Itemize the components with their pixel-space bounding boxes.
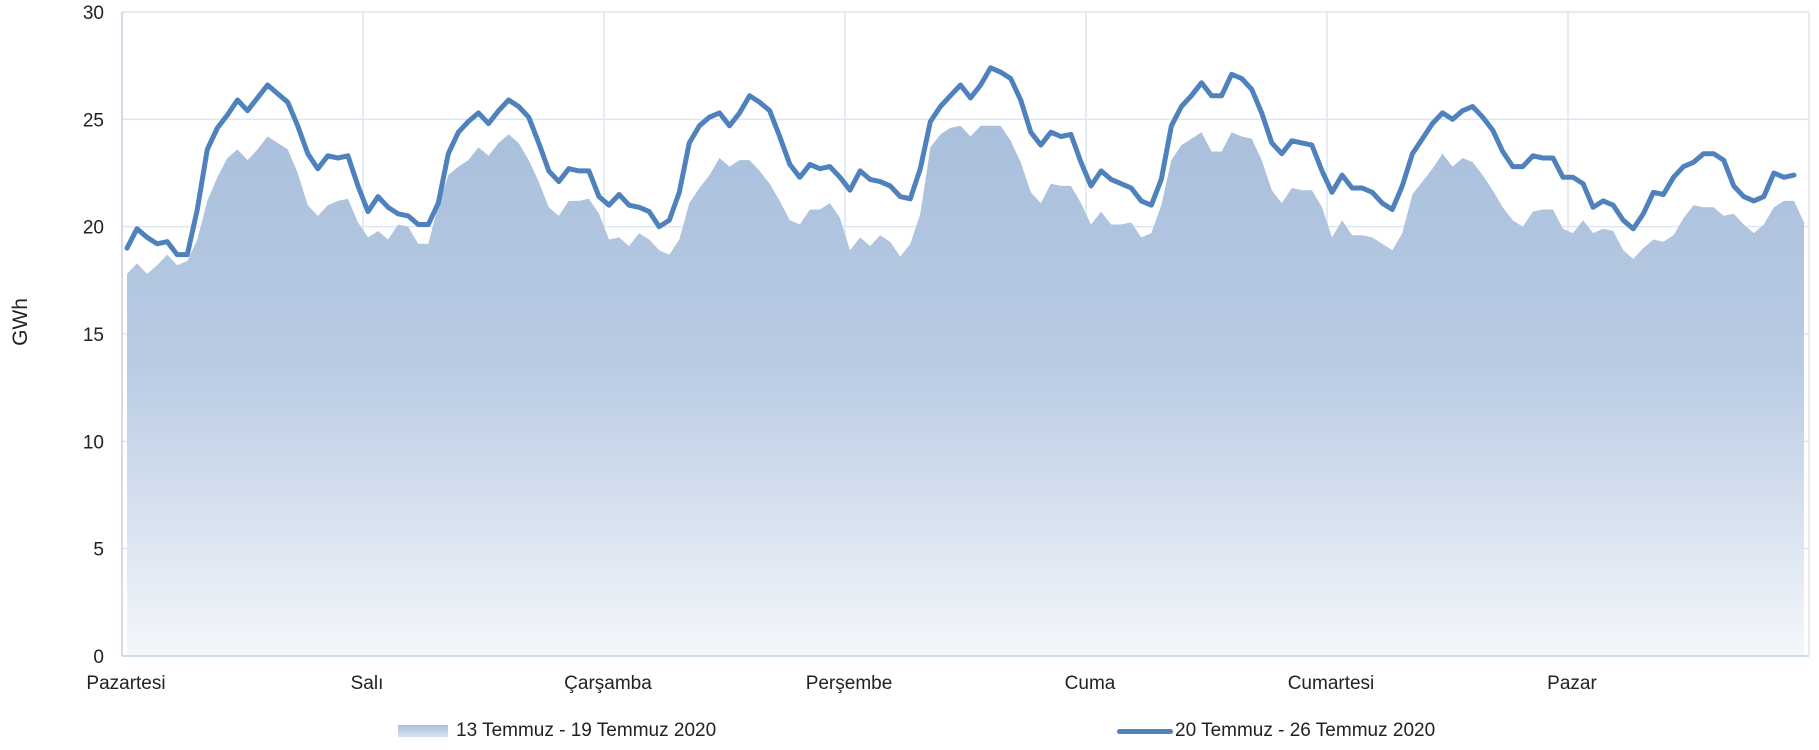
x-tick-label: Cumartesi [1288, 673, 1375, 694]
y-tick-label: 20 [83, 218, 104, 239]
y-tick-label: 0 [93, 647, 104, 668]
y-tick-label: 10 [83, 432, 104, 453]
legend-area-swatch [398, 725, 448, 737]
y-axis-label: GWh [9, 298, 32, 346]
chart-canvas: 0 5 10 15 20 25 30 Pazartesi Salı Çarşamba Perşemb… [9, 3, 1810, 694]
axis-layer: 0 5 10 15 20 25 30 Pazartesi Salı Çarşamba Perşemb… [83, 3, 1809, 694]
legend-label-line: 20 Temmuz - 26 Temmuz 2020 [1175, 720, 1436, 741]
y-tick-label: 15 [83, 325, 104, 346]
y-tick-label: 25 [83, 110, 104, 131]
legend-label-area: 13 Temmuz - 19 Temmuz 2020 [456, 720, 717, 741]
legend: 13 Temmuz - 19 Temmuz 2020 20 Temmuz - 2… [0, 720, 1819, 750]
area-layer [127, 125, 1804, 657]
x-tick-label: Salı [351, 673, 384, 694]
x-tick-label: Çarşamba [564, 673, 652, 694]
x-tick-label: Perşembe [806, 673, 893, 694]
line-layer [124, 65, 1797, 258]
legend-line-swatch [1117, 728, 1173, 734]
y-tick-label: 30 [83, 3, 104, 24]
x-tick-label: Pazartesi [86, 673, 165, 694]
series-area-13-19-temmuz [127, 125, 1804, 657]
x-tick-label: Pazar [1547, 673, 1597, 694]
x-tick-label: Cuma [1065, 673, 1116, 694]
y-tick-label: 5 [93, 540, 104, 561]
legend-item-area: 13 Temmuz - 19 Temmuz 2020 [398, 720, 716, 742]
legend-item-line: 20 Temmuz - 26 Temmuz 2020 [1117, 720, 1435, 742]
series-line-20-26-temmuz [124, 65, 1797, 258]
